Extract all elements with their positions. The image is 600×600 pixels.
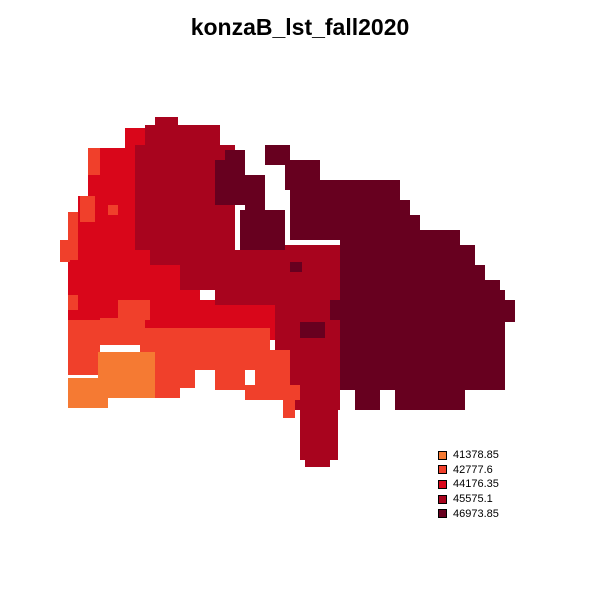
legend-swatch <box>438 450 447 460</box>
legend-label: 45575.1 <box>453 493 493 506</box>
raster-cell-block <box>400 200 410 240</box>
legend-swatch <box>438 465 447 475</box>
legend-label: 41378.85 <box>453 449 499 462</box>
raster-cell-block <box>440 360 465 410</box>
legend-swatch <box>438 479 447 489</box>
raster-cell-block <box>245 385 300 400</box>
legend-item: 41378.85 <box>438 448 499 463</box>
raster-cell-block <box>285 160 320 190</box>
raster-cell-block <box>245 175 265 210</box>
raster-cell-block <box>225 150 245 160</box>
raster-cell-block <box>88 148 100 175</box>
legend-label: 42777.6 <box>453 463 493 476</box>
legend-item: 44176.35 <box>438 477 499 492</box>
raster-cell-block <box>300 322 325 338</box>
legend-swatch <box>438 494 447 504</box>
raster-cell-block <box>118 300 150 320</box>
legend-label: 46973.85 <box>453 507 499 520</box>
raster-cell-block <box>290 262 302 272</box>
raster-cell-block <box>68 212 78 260</box>
raster-cell-block <box>68 378 108 408</box>
raster-cell-block <box>300 400 338 460</box>
raster-cell-block <box>80 196 95 222</box>
raster-cell-block <box>255 350 290 385</box>
raster-cell-block <box>330 300 350 320</box>
legend-label: 44176.35 <box>453 478 499 491</box>
legend-item: 46973.85 <box>438 506 499 521</box>
raster-cell-block <box>240 245 345 300</box>
raster-cell-block <box>355 385 380 410</box>
raster-cell-block <box>60 240 70 262</box>
raster-cell-block <box>495 300 515 322</box>
raster-cell-block <box>100 318 145 345</box>
raster-cell-block <box>145 125 220 145</box>
raster-cell-block <box>155 370 195 388</box>
raster-cell-block <box>283 398 295 418</box>
legend-swatch <box>438 509 447 519</box>
raster-cell-block <box>108 205 118 215</box>
raster-cell-block <box>340 290 505 390</box>
raster-cell-block <box>315 180 400 195</box>
raster-cell-block <box>150 250 265 265</box>
raster-cell-block <box>265 145 290 165</box>
raster-cell-block <box>68 320 100 375</box>
legend: 41378.85 42777.6 44176.35 45575.1 46973.… <box>438 448 499 521</box>
raster-cell-block <box>485 280 500 300</box>
raster-cell-block <box>455 265 485 300</box>
raster-cell-block <box>215 370 245 390</box>
raster-cell-block <box>410 215 420 240</box>
raster-cell-block <box>305 455 330 467</box>
raster-cell-block <box>215 160 245 205</box>
legend-item: 42777.6 <box>438 463 499 478</box>
raster-cell-block <box>290 190 400 240</box>
legend-item: 45575.1 <box>438 492 499 507</box>
raster-cell-block <box>155 385 180 398</box>
raster-cell-block <box>68 260 200 300</box>
raster-cell-block <box>240 210 285 250</box>
map-title: konzaB_lst_fall2020 <box>190 14 410 40</box>
raster-cell-block <box>155 117 178 128</box>
raster-cell-block <box>140 328 270 370</box>
raster-cell-block <box>68 295 78 310</box>
